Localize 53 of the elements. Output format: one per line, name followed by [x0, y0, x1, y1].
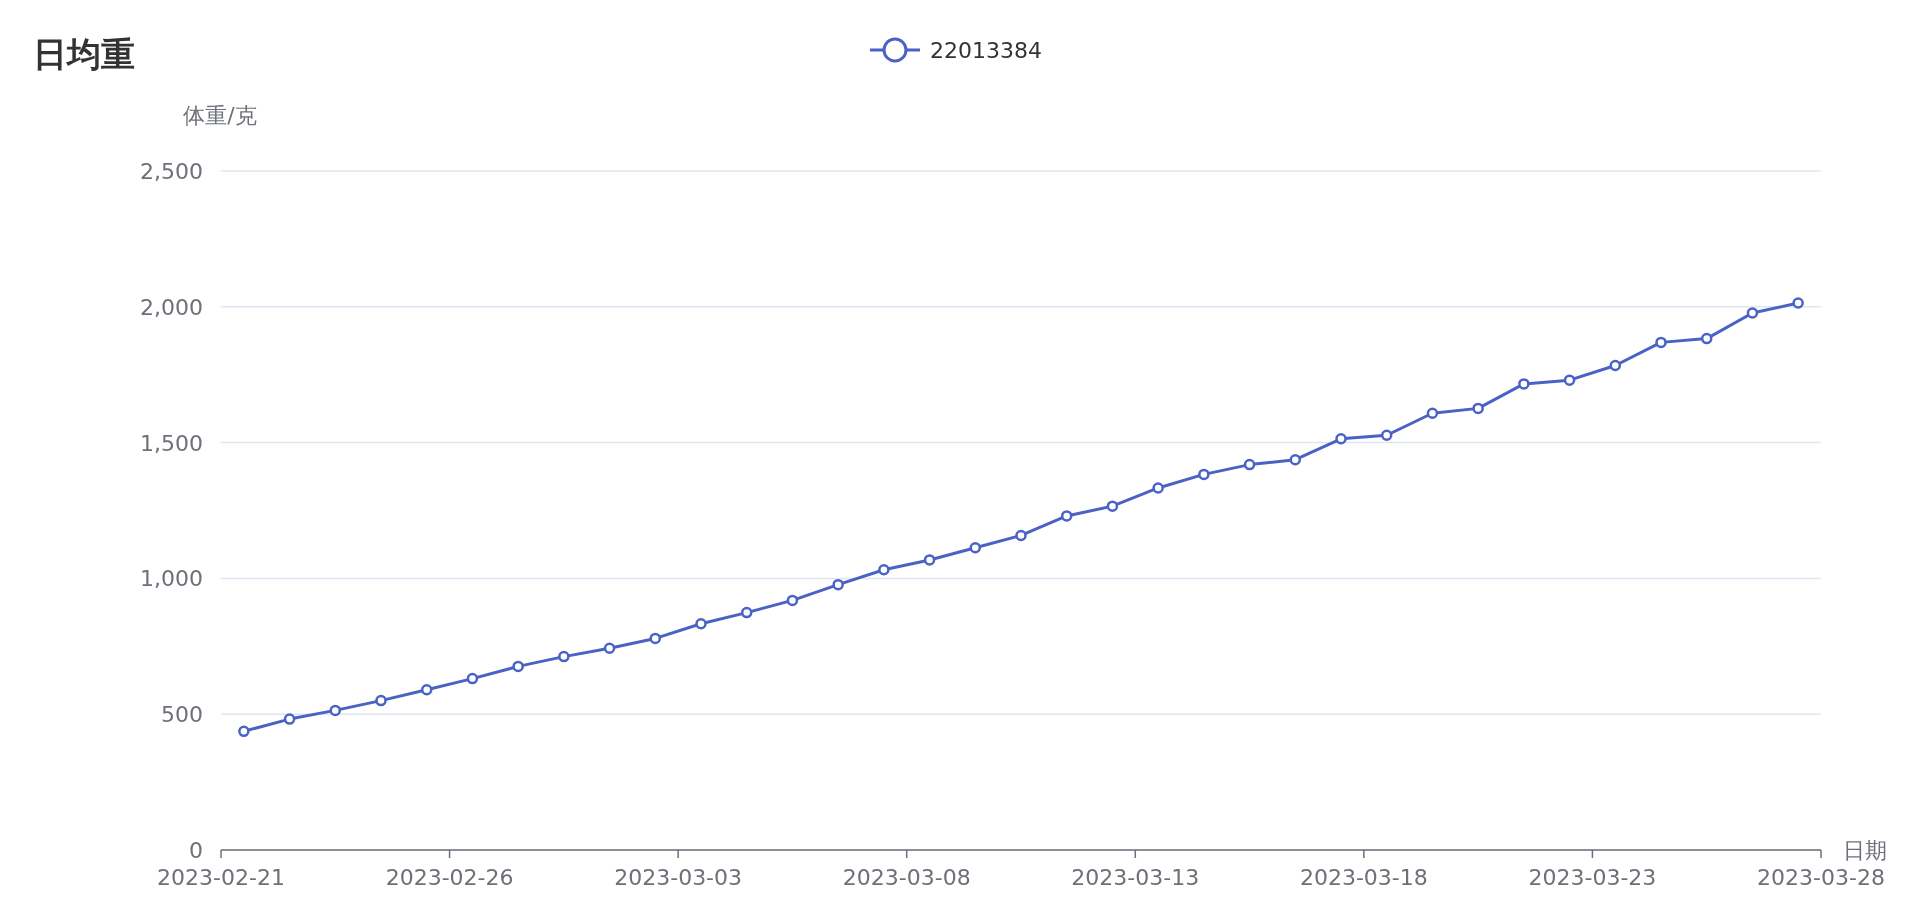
- point: [1609, 359, 1622, 372]
- x-axis-title: 日期: [1843, 838, 1887, 863]
- legend-label: 22013384: [930, 38, 1042, 63]
- point: [603, 642, 616, 654]
- point: [1198, 468, 1210, 481]
- point: [740, 606, 753, 619]
- point: [512, 660, 524, 673]
- y-tick-label: 500: [161, 702, 203, 728]
- x-tick-label: 2023-03-28: [1757, 865, 1885, 890]
- y-tick-label: 1,000: [140, 566, 203, 592]
- point: [786, 594, 799, 607]
- x-tick-label: 2023-03-03: [614, 865, 743, 890]
- point: [1563, 374, 1576, 386]
- point: [375, 694, 387, 707]
- point: [1792, 297, 1804, 309]
- point: [1289, 453, 1302, 466]
- y-tick-label: 2,000: [140, 294, 203, 320]
- point: [1746, 307, 1759, 319]
- point: [923, 554, 936, 566]
- x-tick-label: 2023-03-13: [1071, 865, 1200, 890]
- point: [283, 713, 296, 725]
- point: [466, 672, 479, 685]
- y-axis-title: 体重/克: [183, 103, 257, 128]
- x-tick-label: 2023-02-26: [385, 865, 514, 890]
- point: [420, 684, 433, 696]
- point: [1015, 529, 1027, 542]
- x-tick-label: 2023-03-08: [842, 865, 971, 890]
- y-tick-label: 1,500: [140, 430, 203, 456]
- x-tick-label: 2023-02-21: [157, 865, 285, 890]
- point: [1152, 482, 1164, 494]
- point: [649, 632, 662, 645]
- y-tick-label: 0: [189, 838, 203, 863]
- point: [832, 578, 844, 591]
- point: [1243, 458, 1256, 471]
- point: [1380, 429, 1393, 442]
- point: [695, 618, 707, 630]
- point: [1700, 332, 1713, 345]
- point: [1106, 500, 1119, 512]
- point: [1472, 402, 1484, 415]
- chart-title: 日均重: [33, 34, 135, 74]
- x-tick-label: 2023-03-18: [1299, 865, 1428, 890]
- point: [1335, 433, 1347, 445]
- point: [329, 704, 342, 717]
- y-tick-label: 2,500: [140, 159, 203, 184]
- x-tick-label: 2023-03-23: [1528, 865, 1657, 890]
- point: [969, 541, 982, 554]
- point: [238, 725, 250, 738]
- point: [878, 563, 890, 576]
- point: [1518, 378, 1530, 390]
- point: [558, 650, 570, 663]
- point: [1426, 407, 1439, 420]
- point: [1655, 336, 1667, 349]
- point: [1060, 510, 1073, 522]
